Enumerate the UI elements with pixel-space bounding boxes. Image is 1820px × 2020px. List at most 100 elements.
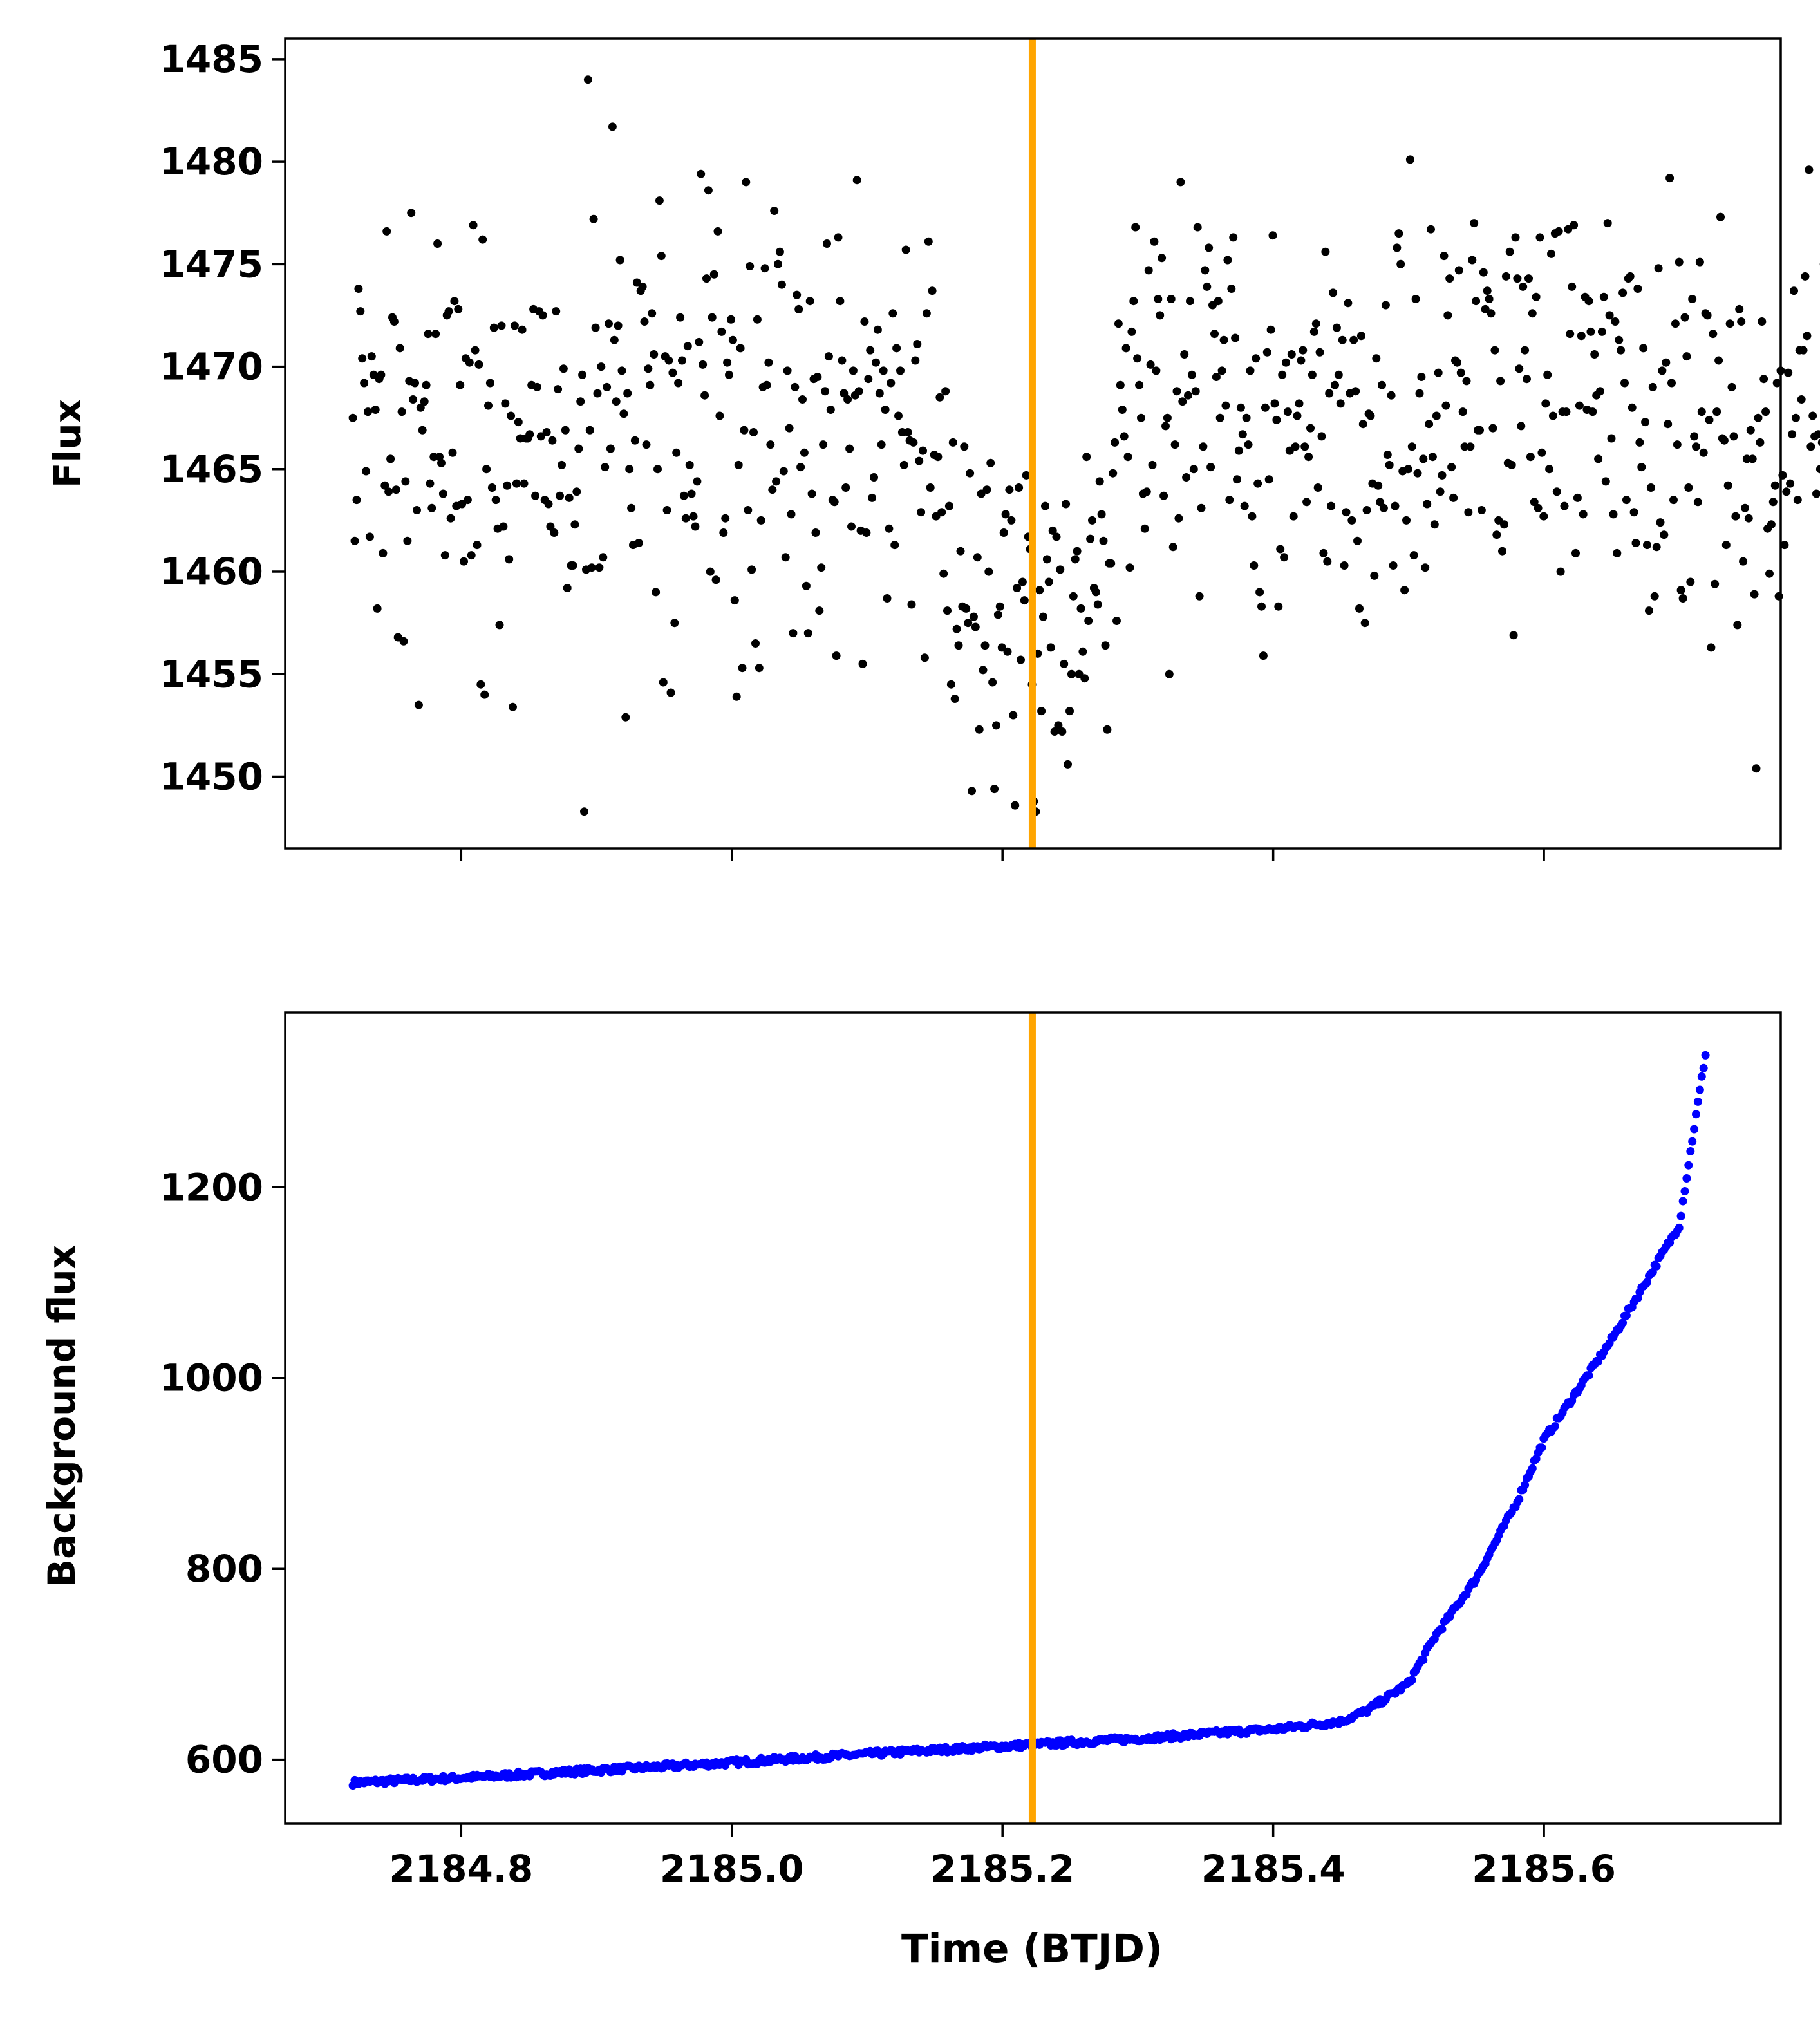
y-tick-label: 1450 (160, 755, 263, 799)
flux-point (1628, 403, 1637, 412)
flux-point (1261, 403, 1270, 412)
flux-point (1537, 448, 1546, 457)
flux-point (719, 528, 728, 537)
flux-point (1378, 380, 1386, 389)
flux-point (1121, 344, 1130, 353)
flux-point (1154, 295, 1163, 303)
flux-point (1808, 411, 1817, 420)
flux-point (796, 463, 805, 472)
flux-point (962, 604, 971, 613)
flux-point (427, 503, 436, 512)
flux-point (807, 489, 816, 498)
flux-point (548, 436, 557, 445)
flux-point (747, 565, 756, 574)
flux-point (565, 493, 574, 502)
flux-point (1575, 401, 1584, 410)
flux-point (805, 297, 814, 306)
flux-point (1782, 487, 1791, 496)
flux-point (1693, 498, 1702, 507)
flux-point (1445, 274, 1454, 283)
flux-point (1080, 674, 1089, 683)
flux-point (612, 397, 621, 406)
flux-point (1387, 391, 1396, 400)
flux-point (770, 207, 779, 215)
flux-point (1311, 319, 1320, 328)
flux-point (1573, 493, 1582, 502)
flux-point (1584, 297, 1593, 306)
flux-point (943, 606, 952, 615)
flux-point (1101, 641, 1110, 650)
flux-point (561, 426, 570, 435)
flux-point (1097, 510, 1106, 519)
flux-point (817, 563, 826, 572)
flux-point (1071, 555, 1080, 564)
flux-point (753, 315, 762, 324)
flux-point (1334, 370, 1343, 379)
flux-point (1594, 454, 1603, 463)
flux-point (1152, 366, 1161, 375)
flux-point (907, 600, 916, 609)
flux-point (697, 169, 706, 178)
flux-point (1733, 621, 1742, 630)
flux-point (1003, 647, 1012, 656)
flux-point (589, 214, 598, 223)
flux-point (1511, 233, 1520, 242)
flux-point (1626, 272, 1635, 281)
flux-point (793, 290, 802, 299)
flux-point (1044, 577, 1053, 586)
flux-point (1131, 223, 1140, 232)
flux-point (497, 321, 506, 330)
flux-point (659, 678, 668, 687)
background-point (1537, 1443, 1546, 1452)
flux-point (1566, 330, 1575, 339)
flux-point (1133, 354, 1142, 363)
flux-point (377, 370, 386, 379)
flux-point (975, 725, 984, 734)
flux-point (352, 496, 361, 505)
flux-point (834, 233, 843, 242)
flux-point (1064, 760, 1072, 769)
flux-point (1148, 460, 1157, 469)
flux-point (1319, 548, 1328, 557)
flux-point (1797, 395, 1806, 404)
flux-point (638, 282, 647, 291)
flux-point (1329, 288, 1338, 297)
flux-point (384, 487, 393, 496)
flux-point (1278, 370, 1287, 379)
flux-point (1009, 711, 1018, 720)
flux-point (1197, 503, 1206, 512)
flux-point (986, 458, 995, 467)
flux-point (768, 485, 777, 494)
flux-point (903, 428, 912, 436)
flux-point (798, 395, 807, 404)
flux-point (1613, 548, 1622, 557)
flux-point (1020, 596, 1029, 605)
flux-point (1492, 530, 1501, 539)
flux-point (1234, 446, 1243, 455)
flux-point (1242, 413, 1251, 422)
flux-point (1259, 651, 1268, 660)
background-point (1678, 1197, 1687, 1206)
flux-point (1758, 317, 1767, 326)
flux-point (1060, 659, 1069, 668)
flux-point (885, 524, 894, 533)
flux-point (1338, 335, 1347, 344)
flux-point (854, 387, 863, 396)
flux-point (399, 637, 408, 646)
flux-point (1167, 295, 1176, 303)
flux-point (444, 307, 453, 316)
flux-point (507, 411, 516, 420)
flux-point (1423, 500, 1432, 509)
flux-point (1250, 561, 1259, 570)
flux-point (1767, 520, 1776, 529)
flux-point (605, 319, 613, 328)
flux-point (367, 352, 376, 361)
flux-point (1571, 548, 1580, 557)
flux-point (1477, 506, 1486, 514)
flux-point (1297, 356, 1306, 365)
flux-point (395, 344, 404, 353)
flux-point (826, 406, 835, 414)
flux-point (1370, 571, 1379, 580)
flux-point (471, 346, 480, 355)
